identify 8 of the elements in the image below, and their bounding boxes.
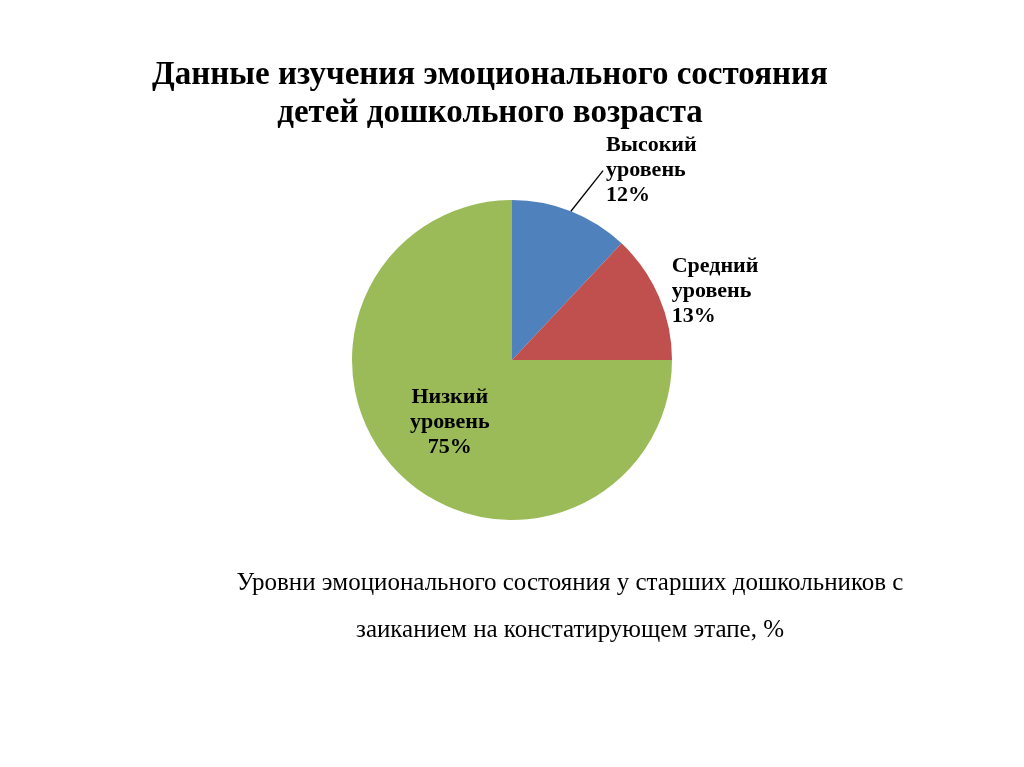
- slice-label: Средний уровень: [671, 251, 759, 302]
- slice-label: Высокий уровень: [606, 131, 698, 182]
- data-label: 75%: [427, 432, 472, 458]
- slice-label: Низкий уровень: [409, 382, 490, 433]
- data-label: 13%: [671, 301, 716, 327]
- data-label: 12%: [606, 181, 651, 207]
- text: Уровни эмоционального состояния у старших дошкольников с заиканием на констатирующем этапе, %: [235, 567, 905, 644]
- chart-title: Данные изучения эмоционального состояния детей дошкольного возраста: [151, 54, 829, 130]
